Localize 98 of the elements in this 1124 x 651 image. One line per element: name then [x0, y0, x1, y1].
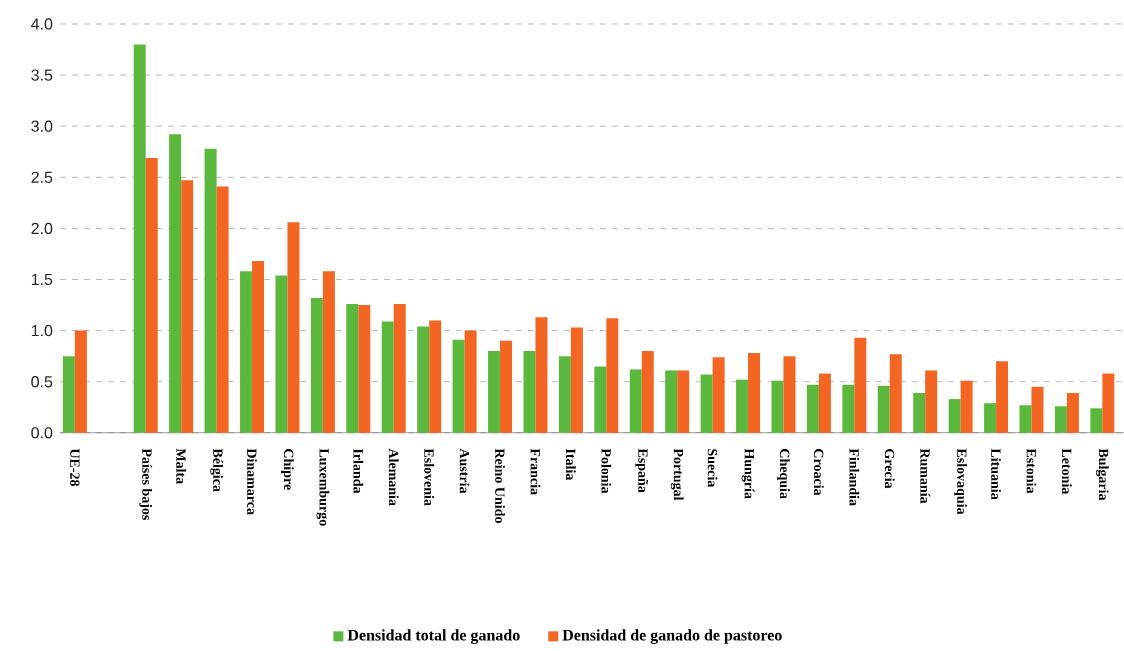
bar [984, 403, 997, 433]
bar [889, 353, 902, 433]
bar [748, 352, 761, 433]
x-tick-label: Irlanda [353, 448, 364, 494]
bar [181, 180, 194, 433]
bar [62, 355, 75, 433]
bar [1066, 392, 1079, 433]
x-tick-label: Países bajos [139, 448, 153, 520]
x-tick-label: Rumanía [920, 448, 931, 504]
bar [500, 340, 513, 433]
x-tick-label: Francia [530, 448, 541, 495]
y-tick-label: 2.0 [31, 222, 53, 234]
bar [346, 303, 359, 433]
x-tick-label: Austria [459, 448, 470, 494]
bar [629, 369, 642, 433]
y-tick-label: 0.5 [31, 375, 53, 388]
bar [594, 366, 607, 433]
bar [240, 271, 253, 433]
x-tick-label: Italia [565, 448, 576, 480]
bar [417, 326, 430, 433]
bar [925, 370, 938, 433]
x-tick-label: Letonia [1062, 448, 1072, 494]
bar [169, 134, 182, 433]
y-tick-label: 4.0 [31, 18, 53, 30]
x-tick-label: UE-28 [70, 448, 80, 486]
bar [606, 318, 619, 433]
bar [913, 392, 926, 433]
bar [133, 44, 146, 433]
bar [1102, 373, 1115, 433]
x-tick-label: Eslovenia [424, 448, 435, 506]
y-tick-label: 0.0 [31, 426, 53, 439]
bar [358, 304, 371, 433]
bar [381, 321, 394, 433]
x-tick-label: Dinamarca [247, 448, 257, 515]
bar [1031, 386, 1044, 433]
bar [677, 370, 690, 433]
x-tick-label: Bélgica [210, 448, 223, 492]
bar [948, 398, 961, 433]
x-tick-label: Lituania [991, 448, 1001, 500]
bar [854, 337, 867, 433]
legend-label: Densidad total de ganado [347, 629, 520, 644]
bar [665, 370, 678, 433]
bar [960, 380, 973, 433]
y-tick-label: 3.0 [31, 120, 53, 132]
x-tick-label: Reino Unido [495, 448, 505, 523]
y-tick-label: 3.5 [31, 69, 53, 81]
bar [287, 222, 300, 433]
y-tick-label: 2.5 [31, 171, 53, 183]
bar [535, 317, 548, 433]
bar [275, 275, 288, 433]
x-tick-label: Portugal [670, 448, 684, 501]
bar [429, 320, 442, 433]
bar [216, 186, 229, 433]
bar [1054, 406, 1067, 433]
bar [818, 373, 831, 433]
bar [641, 350, 654, 433]
bar [806, 384, 819, 433]
bar [1019, 405, 1032, 433]
bar [488, 350, 501, 433]
x-tick-label: Bulgaria [1095, 448, 1109, 501]
x-tick-label: Hungría [741, 448, 755, 499]
x-tick-label: Suecia [707, 448, 718, 487]
bar [393, 303, 406, 433]
x-tick-label: Malta [176, 448, 187, 484]
legend-label: Densidad de ganado de pastoreo [562, 629, 782, 644]
bar [877, 385, 890, 433]
x-tick-label: Croacia [813, 448, 824, 496]
bar [570, 327, 583, 433]
bar [322, 271, 335, 433]
x-tick-label: Chequia [777, 448, 790, 499]
x-tick-label: Finlandia [849, 448, 860, 506]
x-tick-label: España [635, 448, 649, 493]
bar [252, 260, 265, 433]
bar [204, 148, 217, 433]
x-tick-label: Alemania [388, 448, 399, 506]
bar [783, 355, 796, 433]
bar [996, 361, 1009, 433]
bar [464, 330, 477, 433]
bar [842, 384, 855, 433]
bar [310, 297, 323, 433]
x-tick-label: Estonia [1026, 448, 1037, 494]
bar [74, 330, 87, 433]
bar [452, 339, 465, 433]
x-tick-label: Chipre [281, 448, 294, 490]
bar [1090, 408, 1103, 433]
bar [700, 374, 713, 433]
x-tick-label: Grecia [884, 448, 895, 489]
bar [558, 355, 571, 433]
y-tick-label: 1.0 [31, 324, 53, 337]
bar [712, 357, 725, 433]
bar [145, 157, 158, 433]
y-tick-label: 1.5 [31, 273, 53, 285]
bar [523, 350, 536, 433]
bar [771, 380, 784, 433]
x-tick-label: Eslovaquia [954, 448, 967, 515]
x-tick-label: Polonia [601, 448, 612, 494]
bar [736, 379, 749, 433]
x-tick-label: Luxemburgo [316, 448, 330, 526]
